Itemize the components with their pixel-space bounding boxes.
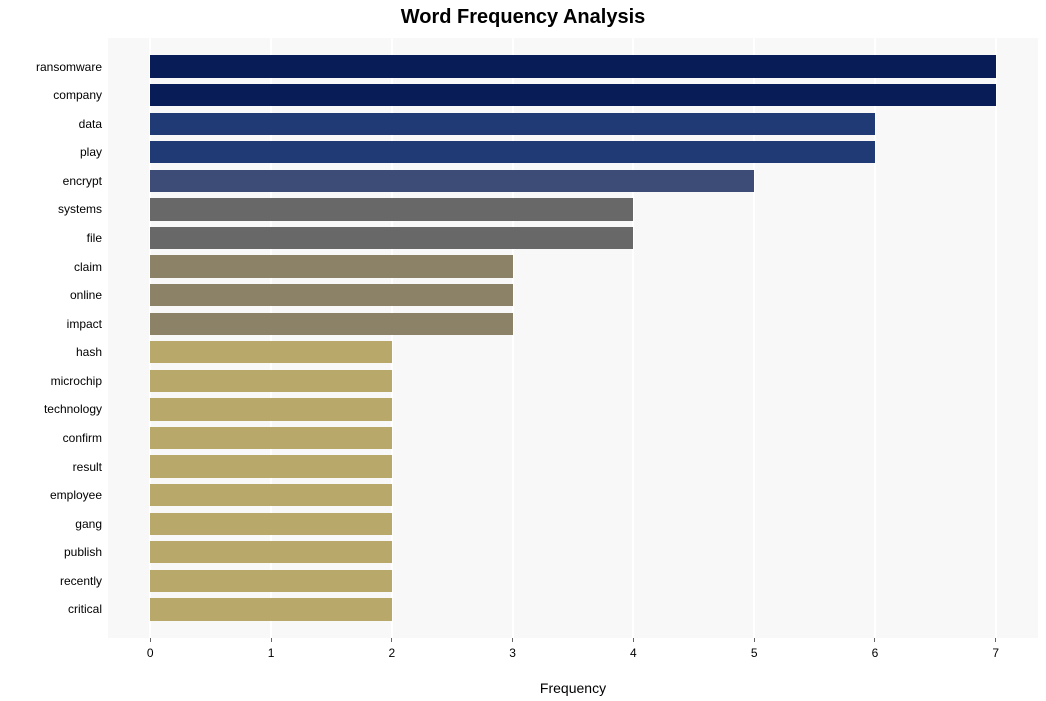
y-tick-label: systems [58, 202, 108, 216]
x-tick-label: 3 [509, 638, 516, 660]
x-tick-label: 7 [992, 638, 999, 660]
y-tick-label: file [87, 231, 108, 245]
y-tick-label: employee [50, 488, 108, 502]
y-tick-label: recently [60, 574, 108, 588]
grid-line [995, 38, 997, 638]
x-axis-label: Frequency [108, 680, 1038, 696]
bar-encrypt [150, 170, 754, 192]
bar-recently [150, 570, 392, 592]
chart-title: Word Frequency Analysis [0, 6, 1046, 29]
x-tick-label: 4 [630, 638, 637, 660]
y-tick-label: technology [44, 402, 108, 416]
y-tick-label: gang [75, 517, 108, 531]
bar-data [150, 113, 875, 135]
bar-systems [150, 198, 633, 220]
x-tick-label: 2 [388, 638, 395, 660]
x-tick-label: 0 [147, 638, 154, 660]
bar-microchip [150, 370, 392, 392]
x-tick-label: 1 [268, 638, 275, 660]
y-tick-label: confirm [63, 431, 108, 445]
bar-publish [150, 541, 392, 563]
bar-technology [150, 398, 392, 420]
y-tick-label: publish [64, 545, 108, 559]
bar-impact [150, 313, 512, 335]
y-tick-label: impact [67, 317, 108, 331]
bar-file [150, 227, 633, 249]
y-tick-label: hash [76, 345, 108, 359]
x-tick-label: 6 [872, 638, 879, 660]
bar-ransomware [150, 55, 995, 77]
bar-play [150, 141, 875, 163]
plot-area: ransomwarecompanydataplayencryptsystemsf… [108, 38, 1038, 638]
bar-claim [150, 255, 512, 277]
bar-employee [150, 484, 392, 506]
bar-confirm [150, 427, 392, 449]
bar-gang [150, 513, 392, 535]
x-tick-label: 5 [751, 638, 758, 660]
chart-container: Word Frequency Analysis ransomwarecompan… [0, 0, 1046, 701]
y-tick-label: claim [74, 260, 108, 274]
y-tick-label: data [79, 117, 108, 131]
bar-result [150, 455, 392, 477]
bar-critical [150, 598, 392, 620]
bar-company [150, 84, 995, 106]
y-tick-label: critical [68, 602, 108, 616]
y-tick-label: ransomware [36, 60, 108, 74]
y-tick-label: online [70, 288, 108, 302]
y-tick-label: result [73, 460, 108, 474]
y-tick-label: microchip [51, 374, 108, 388]
bar-online [150, 284, 512, 306]
y-tick-label: play [80, 145, 108, 159]
bar-hash [150, 341, 392, 363]
y-tick-label: company [53, 88, 108, 102]
y-tick-label: encrypt [63, 174, 108, 188]
